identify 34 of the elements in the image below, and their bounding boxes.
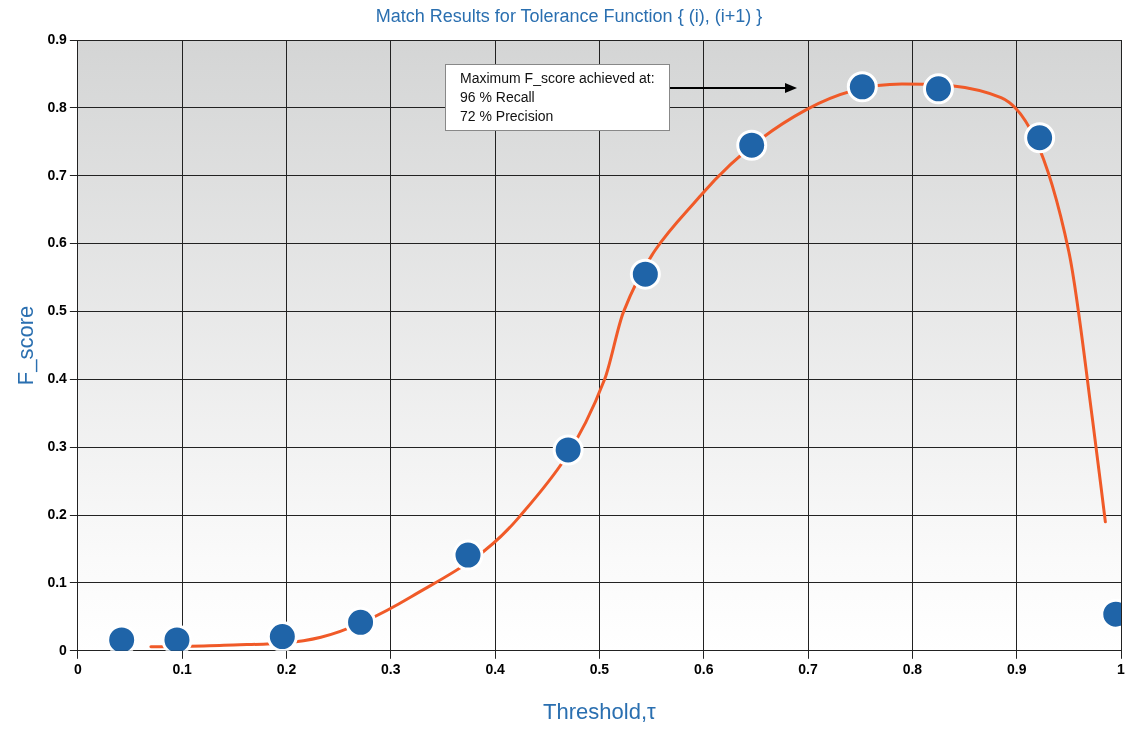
y-tick-label: 0 xyxy=(59,641,68,658)
x-tick-label: 0.7 xyxy=(798,661,818,678)
y-axis-title: F_score xyxy=(13,305,39,386)
x-tick-label: 0.9 xyxy=(1006,661,1027,678)
point xyxy=(846,71,878,103)
y-tick-label: 0.8 xyxy=(47,98,68,115)
point xyxy=(266,621,298,651)
x-tick-label: 1 xyxy=(1117,661,1126,678)
point xyxy=(345,606,377,638)
point xyxy=(1024,122,1056,154)
y-tick-label: 0.1 xyxy=(47,573,68,590)
x-tick-label: 0.1 xyxy=(172,661,193,678)
point xyxy=(629,258,661,290)
y-tick-label: 0.9 xyxy=(47,30,68,47)
y-tick-label: 0.2 xyxy=(47,505,68,522)
annotation: Maximum F_score achieved at: 96 % Recall 72 % Precision xyxy=(445,64,670,131)
x-tick-label: 0.6 xyxy=(694,661,714,678)
x-tick-label: 0.4 xyxy=(485,661,506,678)
x-tick-label: 0.2 xyxy=(276,661,297,678)
x-tick-label: 0.5 xyxy=(589,661,610,678)
x-axis-title: Threshold,τ xyxy=(543,698,657,724)
point xyxy=(552,434,584,466)
x-tick-label: 0.8 xyxy=(902,661,923,678)
point xyxy=(922,73,954,105)
y-tick-label: 0.3 xyxy=(47,438,68,455)
y-tick-label: 0.5 xyxy=(47,302,68,319)
y-tick-label: 0.6 xyxy=(47,234,68,251)
y-tick-label: 0.4 xyxy=(47,370,68,387)
chart-title: Match Results for Tolerance Function { (i), (i+1) } xyxy=(374,6,764,27)
x-tick-label: 0 xyxy=(73,661,82,678)
y-tick-label: 0.7 xyxy=(47,166,68,183)
point xyxy=(736,129,768,161)
point xyxy=(452,539,484,571)
x-tick-label: 0.3 xyxy=(381,661,401,678)
